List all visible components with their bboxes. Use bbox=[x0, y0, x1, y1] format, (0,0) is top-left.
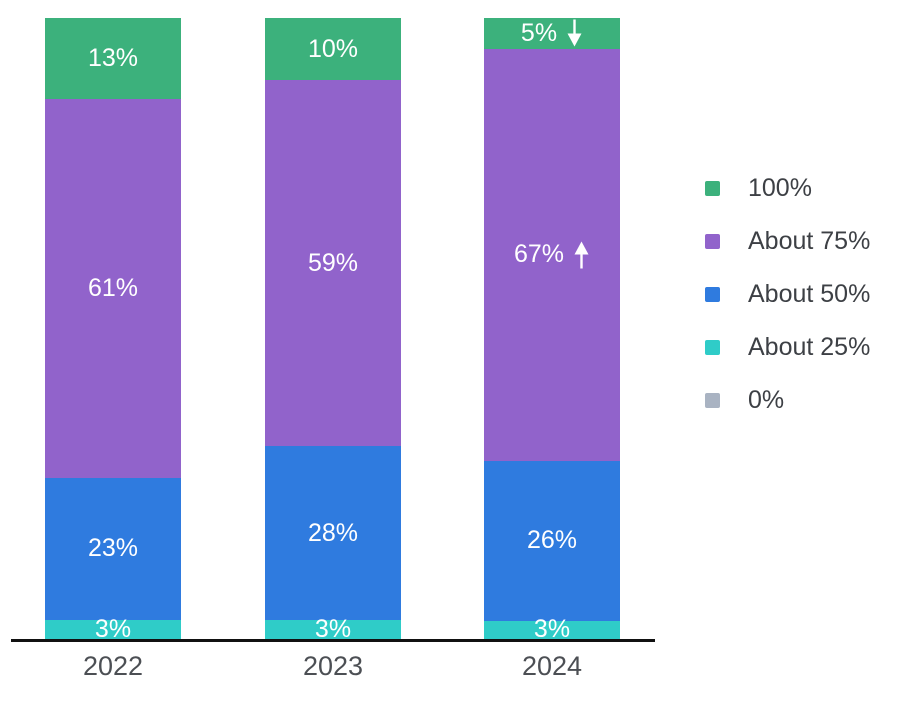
legend-item-0pct: 0% bbox=[705, 386, 870, 414]
legend: 100% About 75% About 50% About 25% 0% bbox=[705, 174, 871, 414]
plot-area: 13% 61% 23% 3% 10% 59% 28% 3% bbox=[11, 18, 655, 644]
bar-2022-segment-100pct: 13% bbox=[45, 18, 181, 99]
legend-swatch-gray bbox=[705, 393, 720, 408]
legend-swatch-purple bbox=[705, 234, 720, 249]
segment-value-label: 28% bbox=[307, 518, 359, 547]
legend-item-label: About 75% bbox=[748, 227, 871, 255]
legend-item-about25: About 25% bbox=[705, 333, 871, 361]
x-axis-label-2022: 2022 bbox=[82, 651, 144, 681]
bar-2024-segment-about50: 26% bbox=[484, 460, 620, 621]
x-axis-line bbox=[11, 639, 655, 642]
segment-value-label: 3% bbox=[533, 615, 571, 644]
bar-2022-segment-about25: 3% bbox=[45, 615, 181, 644]
bar-2024-segment-100pct: 5% bbox=[484, 18, 620, 49]
bar-2023-segment-about50: 28% bbox=[265, 446, 401, 621]
legend-item-about75: About 75% bbox=[705, 227, 871, 255]
segment-value-label: 3% bbox=[94, 615, 132, 644]
bar-2022-segment-about75: 61% bbox=[45, 98, 181, 478]
bar-2024-segment-about25: 3% bbox=[484, 617, 620, 642]
bar-2023-segment-100pct: 10% bbox=[265, 18, 401, 81]
segment-value-label: 10% bbox=[307, 34, 359, 63]
legend-item-label: 0% bbox=[748, 386, 785, 414]
bar-2024: 5% 67% 26% 3% bbox=[484, 18, 620, 642]
legend-item-100pct: 100% bbox=[705, 174, 870, 202]
legend-swatch-green bbox=[705, 181, 720, 196]
arrow-up-icon bbox=[574, 241, 589, 269]
segment-value-label: 13% bbox=[87, 43, 139, 72]
bar-2022-segment-about50: 23% bbox=[45, 477, 181, 621]
x-axis-label-2024: 2024 bbox=[521, 651, 583, 681]
segment-value-label: 59% bbox=[307, 248, 359, 277]
legend-item-label: About 25% bbox=[748, 333, 871, 361]
segment-value-label: 61% bbox=[87, 273, 139, 302]
x-axis-label-2023: 2023 bbox=[302, 651, 364, 681]
segment-value-label: 26% bbox=[526, 526, 578, 555]
bar-2024-segment-about75: 67% bbox=[484, 48, 620, 461]
bar-2022: 13% 61% 23% 3% bbox=[45, 18, 181, 644]
segment-value-label: 67% bbox=[513, 240, 565, 269]
segment-value-label: 23% bbox=[87, 534, 139, 563]
legend-item-about50: About 50% bbox=[705, 280, 871, 308]
segment-value-label: 3% bbox=[314, 615, 352, 644]
legend-swatch-teal bbox=[705, 340, 720, 355]
bar-2023-segment-about75: 59% bbox=[265, 80, 401, 447]
segment-value-label: 5% bbox=[520, 18, 558, 47]
legend-item-label: About 50% bbox=[748, 280, 871, 308]
bar-2023-segment-about25: 3% bbox=[265, 615, 401, 644]
bar-2023: 10% 59% 28% 3% bbox=[265, 18, 401, 644]
arrow-down-icon bbox=[567, 19, 582, 47]
legend-item-label: 100% bbox=[748, 174, 812, 202]
legend-swatch-blue bbox=[705, 287, 720, 302]
